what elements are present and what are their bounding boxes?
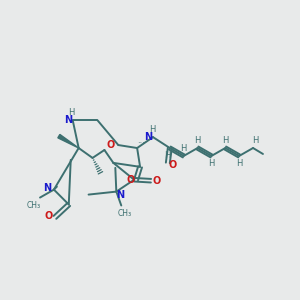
- Text: O: O: [45, 212, 53, 221]
- Text: H: H: [68, 108, 75, 117]
- Text: CH₃: CH₃: [27, 201, 41, 210]
- Text: H: H: [149, 125, 155, 134]
- Text: H: H: [222, 136, 229, 145]
- Text: N: N: [64, 115, 72, 125]
- Text: O: O: [106, 140, 115, 150]
- Text: N: N: [116, 190, 124, 200]
- Text: H: H: [208, 159, 214, 168]
- Polygon shape: [58, 134, 79, 148]
- Text: H: H: [236, 159, 242, 168]
- Text: H: H: [181, 143, 187, 152]
- Text: ···: ···: [137, 140, 145, 148]
- Text: N: N: [144, 132, 152, 142]
- Text: H: H: [194, 136, 201, 145]
- Text: O: O: [126, 175, 134, 185]
- Text: H: H: [164, 152, 170, 160]
- Text: O: O: [153, 176, 161, 186]
- Text: N: N: [43, 183, 51, 193]
- Text: H: H: [252, 136, 258, 145]
- Text: O: O: [169, 160, 177, 170]
- Text: CH₃: CH₃: [117, 209, 131, 218]
